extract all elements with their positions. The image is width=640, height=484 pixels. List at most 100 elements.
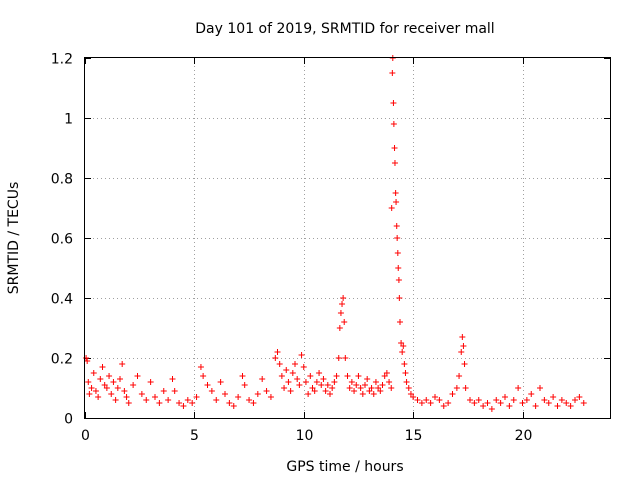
data-point: [320, 376, 327, 382]
data-point: [204, 382, 211, 388]
data-point: [515, 385, 522, 391]
data-point: [274, 349, 281, 355]
data-point: [394, 250, 401, 256]
data-point: [459, 334, 466, 340]
data-point: [316, 370, 323, 376]
data-point: [467, 397, 473, 403]
data-point: [121, 388, 128, 394]
data-point: [152, 394, 158, 400]
data-point: [341, 319, 348, 325]
y-tick-label: 0.4: [51, 292, 73, 308]
data-point: [156, 400, 163, 406]
data-point: [364, 376, 371, 382]
data-point: [123, 394, 130, 400]
data-point: [130, 382, 137, 388]
data-point: [292, 361, 298, 367]
data-point: [572, 397, 578, 403]
data-point: [298, 352, 305, 358]
data-point: [180, 403, 187, 409]
data-point: [519, 400, 526, 406]
data-point: [480, 403, 487, 409]
data-point: [368, 385, 375, 391]
data-point: [353, 382, 360, 388]
data-point: [138, 391, 145, 397]
data-point: [523, 397, 530, 403]
x-tick-label: 0: [81, 428, 90, 444]
data-point: [335, 355, 342, 361]
data-point: [414, 397, 421, 403]
data-point: [497, 400, 504, 406]
data-point: [372, 379, 379, 385]
data-point: [396, 295, 403, 301]
data-point: [383, 370, 390, 376]
data-point: [336, 325, 343, 331]
data-point: [402, 370, 409, 376]
data-point: [445, 400, 452, 406]
data-point: [541, 397, 548, 403]
data-point: [346, 385, 353, 391]
data-point: [391, 160, 398, 166]
data-point: [331, 379, 338, 385]
data-point: [99, 364, 106, 370]
x-tick-label: 20: [515, 428, 533, 444]
data-point: [370, 391, 377, 397]
data-point: [506, 403, 513, 409]
y-tick-label: 1.2: [51, 52, 73, 68]
data-point: [241, 382, 248, 388]
data-point: [318, 382, 325, 388]
data-point: [510, 397, 517, 403]
data-point: [558, 397, 565, 403]
data-point: [390, 100, 397, 106]
chart-title: Day 101 of 2019, SRMTID for receiver mal…: [195, 21, 494, 37]
data-point: [97, 376, 104, 382]
data-point: [403, 379, 410, 385]
data-point: [307, 373, 314, 379]
data-point: [550, 394, 557, 400]
data-point: [395, 265, 402, 271]
data-point: [440, 403, 447, 409]
data-point: [471, 400, 478, 406]
data-point: [580, 400, 587, 406]
data-point: [432, 394, 438, 400]
data-points: [83, 55, 587, 412]
data-point: [410, 394, 417, 400]
data-point: [110, 379, 117, 385]
data-point: [493, 397, 500, 403]
plot-frame: [84, 57, 611, 419]
data-point: [475, 397, 482, 403]
data-point: [106, 373, 113, 379]
y-tick-label: 1: [64, 112, 73, 128]
data-point: [388, 205, 395, 211]
data-point: [389, 70, 396, 76]
data-point: [322, 388, 329, 394]
data-point: [311, 388, 318, 394]
data-point: [460, 343, 467, 349]
data-point: [169, 376, 176, 382]
data-point: [436, 397, 443, 403]
data-point: [453, 385, 460, 391]
data-point: [235, 394, 242, 400]
data-point: [362, 382, 368, 388]
data-point: [83, 355, 90, 361]
data-point: [272, 355, 279, 361]
data-point: [528, 391, 535, 397]
data-point: [545, 400, 552, 406]
data-point: [397, 319, 403, 325]
data-point: [289, 370, 296, 376]
data-point: [395, 277, 402, 283]
y-tick-label: 0.8: [51, 172, 73, 188]
data-point: [423, 397, 430, 403]
data-point: [532, 403, 539, 409]
data-point: [267, 394, 274, 400]
data-point: [400, 343, 407, 349]
data-point: [484, 400, 491, 406]
y-tick-label: 0.2: [51, 352, 73, 368]
data-point: [462, 385, 469, 391]
data-point: [488, 406, 495, 412]
data-point: [388, 385, 395, 391]
data-point: [339, 301, 346, 307]
data-point: [340, 295, 347, 301]
data-point: [259, 376, 266, 382]
data-point: [112, 397, 119, 403]
